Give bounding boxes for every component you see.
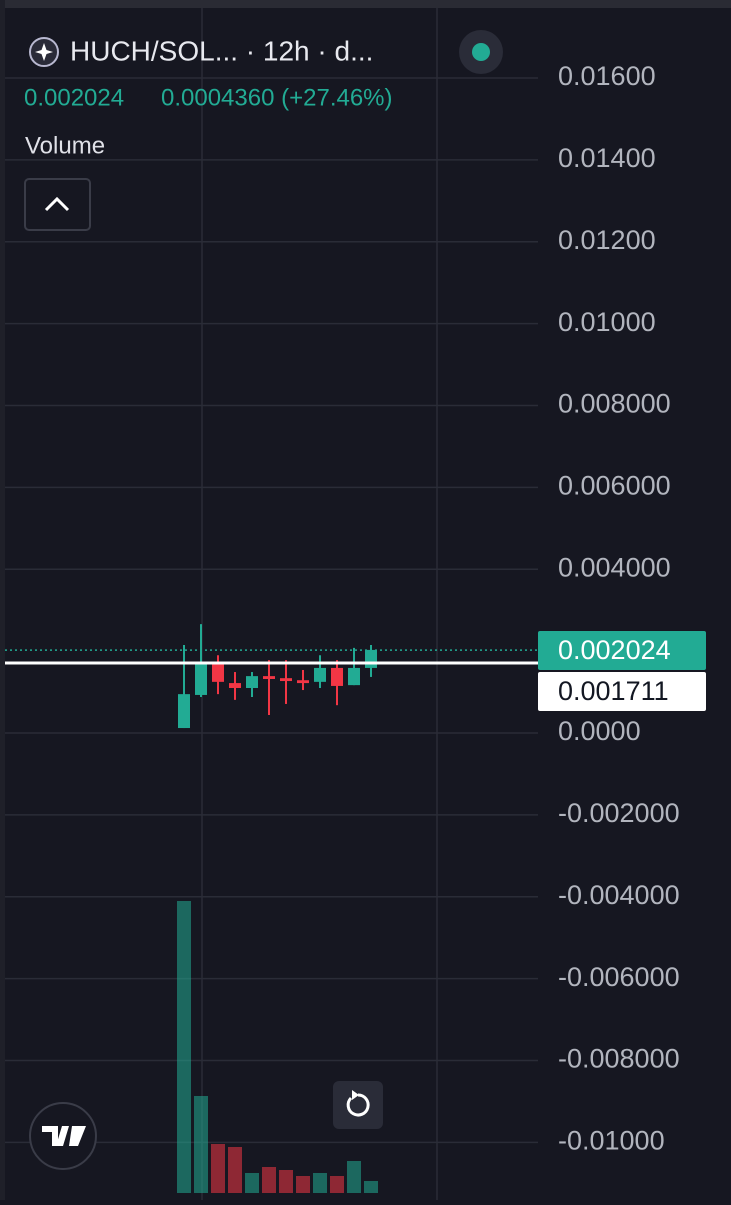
y-tick-label: -0.01000 xyxy=(558,1126,665,1156)
candle-body xyxy=(331,667,343,686)
chevron-up xyxy=(44,196,70,212)
volume-bar xyxy=(245,1173,259,1193)
volume-bar xyxy=(262,1167,276,1193)
volume-bar xyxy=(211,1144,225,1193)
y-tick-label: -0.008000 xyxy=(558,1044,680,1074)
grid xyxy=(5,77,538,1144)
status-dot xyxy=(472,43,490,61)
y-tick-label: 0.008000 xyxy=(558,389,671,419)
candle-body xyxy=(195,662,207,695)
y-tick-label: 0.01000 xyxy=(558,307,656,337)
volume-bar xyxy=(364,1181,378,1193)
candle-body xyxy=(280,678,292,682)
y-tick-label: 0.004000 xyxy=(558,552,671,582)
volume-bar xyxy=(313,1173,327,1193)
volume-bar xyxy=(228,1147,242,1193)
price-label: 0.001711 xyxy=(558,676,669,706)
y-axis: 0.01600 0.01400 0.01200 0.01000 0.008000 0.00… xyxy=(558,61,680,1155)
volume-bar xyxy=(347,1161,361,1193)
volume-bar xyxy=(296,1176,310,1193)
price-label-box xyxy=(538,631,706,670)
logo-star xyxy=(35,43,53,61)
reset-icon xyxy=(346,1093,370,1117)
volume-title: Volume xyxy=(25,132,105,159)
symbol[interactable]: HUCH/SOL... · 12h · d... xyxy=(70,35,373,66)
y-tick-label: 0.01200 xyxy=(558,225,656,255)
y-tick-label: -0.002000 xyxy=(558,798,680,828)
y-tick-label: -0.006000 xyxy=(558,962,680,992)
candle-body xyxy=(229,683,241,688)
volume xyxy=(177,901,378,1193)
tv-logo-mark xyxy=(42,1126,86,1146)
volume-bar xyxy=(279,1170,293,1193)
last-price: 0.002024 xyxy=(24,84,124,111)
y-tick-label: 0.0000 xyxy=(558,716,641,746)
volume-bar xyxy=(330,1176,344,1193)
y-tick-label: -0.004000 xyxy=(558,880,680,910)
candle-body xyxy=(246,676,258,688)
volume-bar xyxy=(177,901,191,1193)
candle-body xyxy=(365,649,377,668)
volume-bar xyxy=(194,1096,208,1193)
y-tick-label: 0.006000 xyxy=(558,471,671,501)
price-label-box xyxy=(538,672,706,711)
candle-body xyxy=(178,694,190,729)
price-label: 0.002024 xyxy=(558,635,671,665)
change: 0.0004360 (+27.46%) xyxy=(161,84,393,111)
candle-body xyxy=(297,680,309,684)
candle-body xyxy=(212,662,224,682)
y-tick-label: 0.01400 xyxy=(558,143,656,173)
candle-body xyxy=(348,667,360,686)
candle-body xyxy=(314,667,326,682)
reset-arrow xyxy=(352,1090,359,1100)
collapse-button[interactable] xyxy=(24,178,91,231)
y-tick-label: 0.01600 xyxy=(558,61,656,91)
candle-body xyxy=(263,676,275,679)
top-border xyxy=(0,0,731,8)
reset-button[interactable] xyxy=(333,1081,383,1129)
left-border xyxy=(0,0,5,1200)
